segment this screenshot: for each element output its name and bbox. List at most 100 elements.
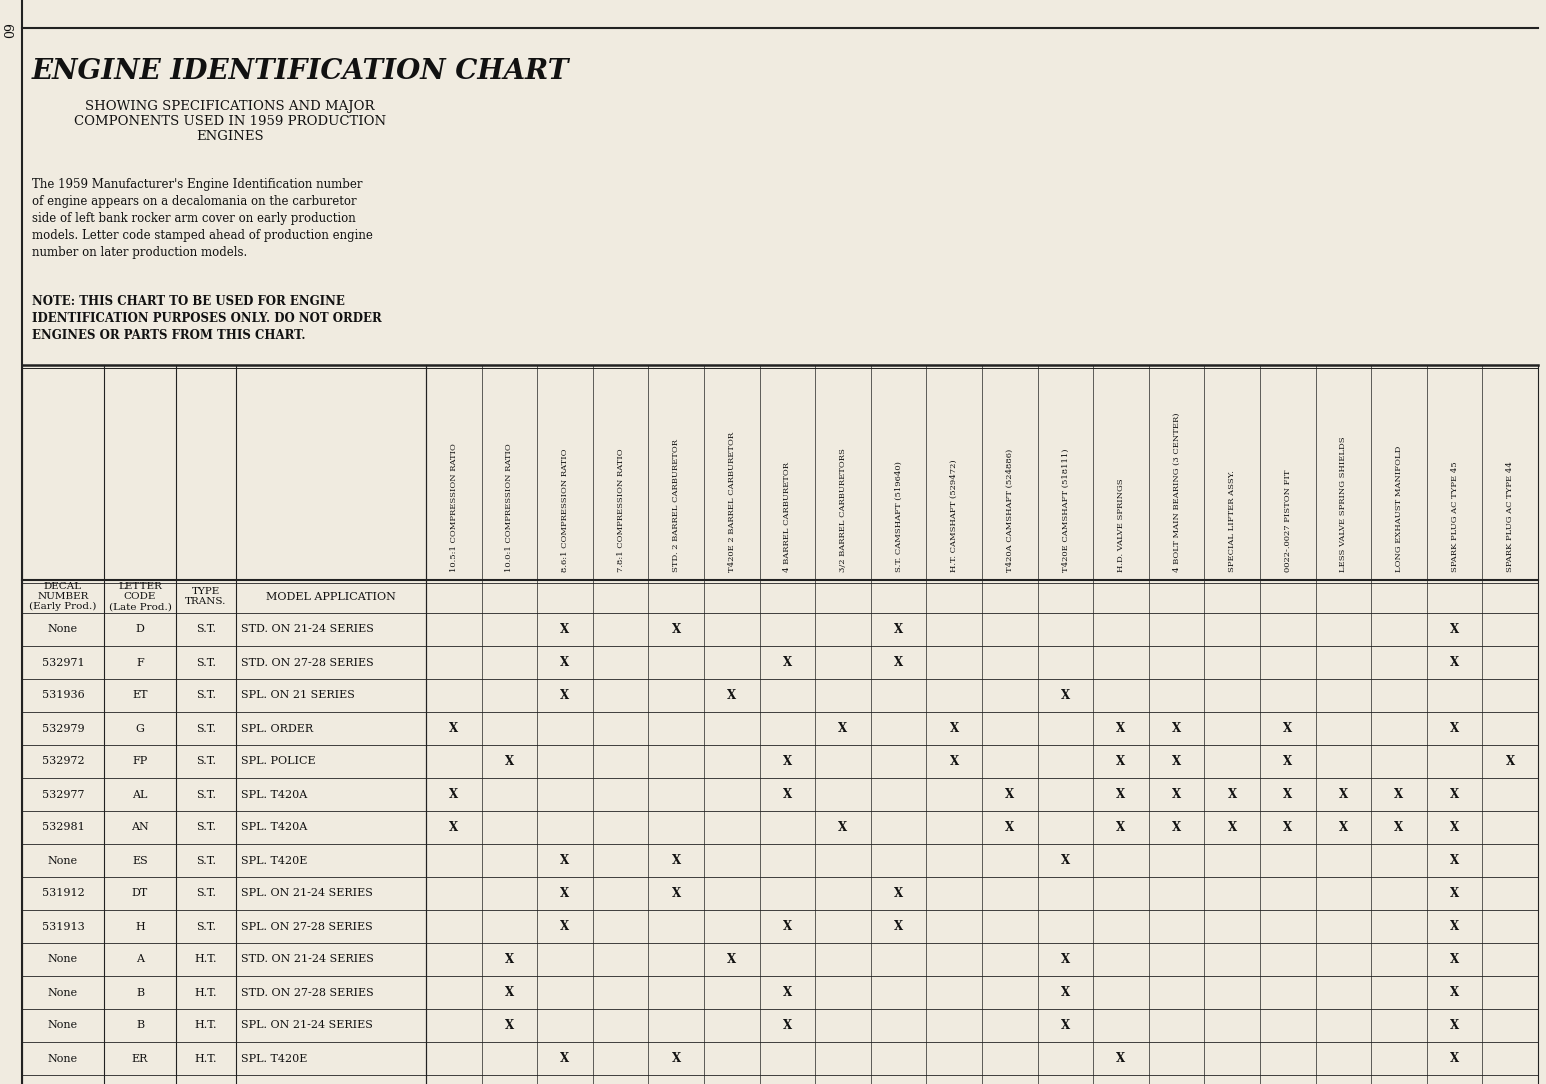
Text: 532979: 532979	[42, 723, 85, 734]
Text: X: X	[450, 821, 458, 834]
Text: MODEL APPLICATION: MODEL APPLICATION	[266, 592, 396, 602]
Text: S.T.: S.T.	[196, 691, 216, 700]
Text: X: X	[506, 986, 513, 999]
Text: B: B	[136, 1020, 144, 1031]
Text: None: None	[48, 855, 77, 865]
Text: H.T.: H.T.	[195, 955, 218, 965]
Text: T420A CAMSHAFT (524886): T420A CAMSHAFT (524886)	[1006, 449, 1014, 572]
Text: X: X	[727, 953, 736, 966]
Text: X: X	[782, 754, 792, 767]
Text: 4 BARREL CARBURETOR: 4 BARREL CARBURETOR	[784, 462, 792, 572]
Text: X: X	[1061, 986, 1070, 999]
Text: X: X	[1450, 887, 1459, 900]
Text: X: X	[1228, 821, 1237, 834]
Text: X: X	[1450, 1019, 1459, 1032]
Text: SPL. ORDER: SPL. ORDER	[241, 723, 314, 734]
Text: X: X	[894, 920, 903, 933]
Text: ET: ET	[133, 691, 148, 700]
Text: H.T.: H.T.	[195, 1054, 218, 1063]
Text: X: X	[1116, 754, 1125, 767]
Text: 4 BOLT MAIN BEARING (3 CENTER): 4 BOLT MAIN BEARING (3 CENTER)	[1172, 413, 1181, 572]
Text: 3/2 BARREL CARBURETORS: 3/2 BARREL CARBURETORS	[839, 448, 847, 572]
Text: SPECIAL LIFTER ASSY.: SPECIAL LIFTER ASSY.	[1228, 470, 1237, 572]
Text: X: X	[450, 788, 458, 801]
Text: X: X	[1450, 722, 1459, 735]
Text: X: X	[727, 689, 736, 702]
Text: 531912: 531912	[42, 889, 85, 899]
Text: F: F	[136, 658, 144, 668]
Text: AN: AN	[131, 823, 148, 833]
Text: X: X	[1450, 854, 1459, 867]
Text: X: X	[1116, 722, 1125, 735]
Text: S.T.: S.T.	[196, 723, 216, 734]
Text: X: X	[894, 887, 903, 900]
Text: X: X	[1061, 953, 1070, 966]
Text: H.D. VALVE SPRINGS: H.D. VALVE SPRINGS	[1118, 478, 1125, 572]
Text: A: A	[136, 955, 144, 965]
Text: D: D	[136, 624, 144, 634]
Text: 531913: 531913	[42, 921, 85, 931]
Text: X: X	[1228, 788, 1237, 801]
Text: S.T.: S.T.	[196, 624, 216, 634]
Text: None: None	[48, 955, 77, 965]
Text: X: X	[1394, 821, 1404, 834]
Text: T420E CAMSHAFT (518111): T420E CAMSHAFT (518111)	[1062, 449, 1070, 572]
Text: 8.6:1 COMPRESSION RATIO: 8.6:1 COMPRESSION RATIO	[561, 449, 569, 572]
Text: X: X	[782, 788, 792, 801]
Text: X: X	[949, 722, 959, 735]
Text: X: X	[671, 854, 680, 867]
Text: None: None	[48, 1020, 77, 1031]
Text: X: X	[1339, 821, 1348, 834]
Text: X: X	[1172, 754, 1181, 767]
Text: None: None	[48, 1054, 77, 1063]
Text: S.T.: S.T.	[196, 757, 216, 766]
Text: X: X	[671, 623, 680, 636]
Text: X: X	[1116, 788, 1125, 801]
Text: X: X	[1061, 854, 1070, 867]
Text: X: X	[561, 623, 569, 636]
Text: X: X	[1283, 754, 1292, 767]
Text: X: X	[561, 689, 569, 702]
Text: X: X	[561, 887, 569, 900]
Text: S.T.: S.T.	[196, 789, 216, 800]
Text: X: X	[1116, 1051, 1125, 1064]
Text: SPL. T420E: SPL. T420E	[241, 1054, 308, 1063]
Text: X: X	[450, 722, 458, 735]
Text: X: X	[1283, 788, 1292, 801]
Text: X: X	[561, 1051, 569, 1064]
Text: H.T.: H.T.	[195, 988, 218, 997]
Text: X: X	[1005, 788, 1014, 801]
Text: ENGINE IDENTIFICATION CHART: ENGINE IDENTIFICATION CHART	[32, 59, 569, 85]
Text: X: X	[1450, 920, 1459, 933]
Text: 532972: 532972	[42, 757, 85, 766]
Text: DECAL
NUMBER
(Early Prod.): DECAL NUMBER (Early Prod.)	[29, 581, 97, 611]
Text: TYPE
TRANS.: TYPE TRANS.	[186, 586, 227, 606]
Text: STD. 2 BARREL CARBURETOR: STD. 2 BARREL CARBURETOR	[673, 439, 680, 572]
Text: X: X	[782, 1019, 792, 1032]
Text: None: None	[48, 624, 77, 634]
Text: X: X	[1005, 821, 1014, 834]
Text: X: X	[838, 722, 847, 735]
Text: X: X	[894, 623, 903, 636]
Text: X: X	[838, 821, 847, 834]
Text: H.T.: H.T.	[195, 1020, 218, 1031]
Text: X: X	[1283, 821, 1292, 834]
Text: X: X	[1283, 722, 1292, 735]
Text: 532981: 532981	[42, 823, 85, 833]
Text: B: B	[136, 988, 144, 997]
Text: 532971: 532971	[42, 658, 85, 668]
Text: FP: FP	[133, 757, 147, 766]
Text: LONG EXHAUST MANIFOLD: LONG EXHAUST MANIFOLD	[1394, 446, 1404, 572]
Text: X: X	[1339, 788, 1348, 801]
Text: X: X	[1394, 788, 1404, 801]
Text: X: X	[1172, 722, 1181, 735]
Text: STD. ON 27-28 SERIES: STD. ON 27-28 SERIES	[241, 658, 374, 668]
Text: SPL. T420A: SPL. T420A	[241, 789, 308, 800]
Text: X: X	[1450, 623, 1459, 636]
Text: S.T.: S.T.	[196, 823, 216, 833]
Text: 0022-.0027 PISTON FIT: 0022-.0027 PISTON FIT	[1283, 469, 1292, 572]
Text: T420E 2 BARREL CARBURETOR: T420E 2 BARREL CARBURETOR	[728, 431, 736, 572]
Text: 09: 09	[5, 22, 17, 38]
Text: SPARK PLUG AC TYPE 44: SPARK PLUG AC TYPE 44	[1506, 462, 1514, 572]
Text: X: X	[561, 656, 569, 669]
